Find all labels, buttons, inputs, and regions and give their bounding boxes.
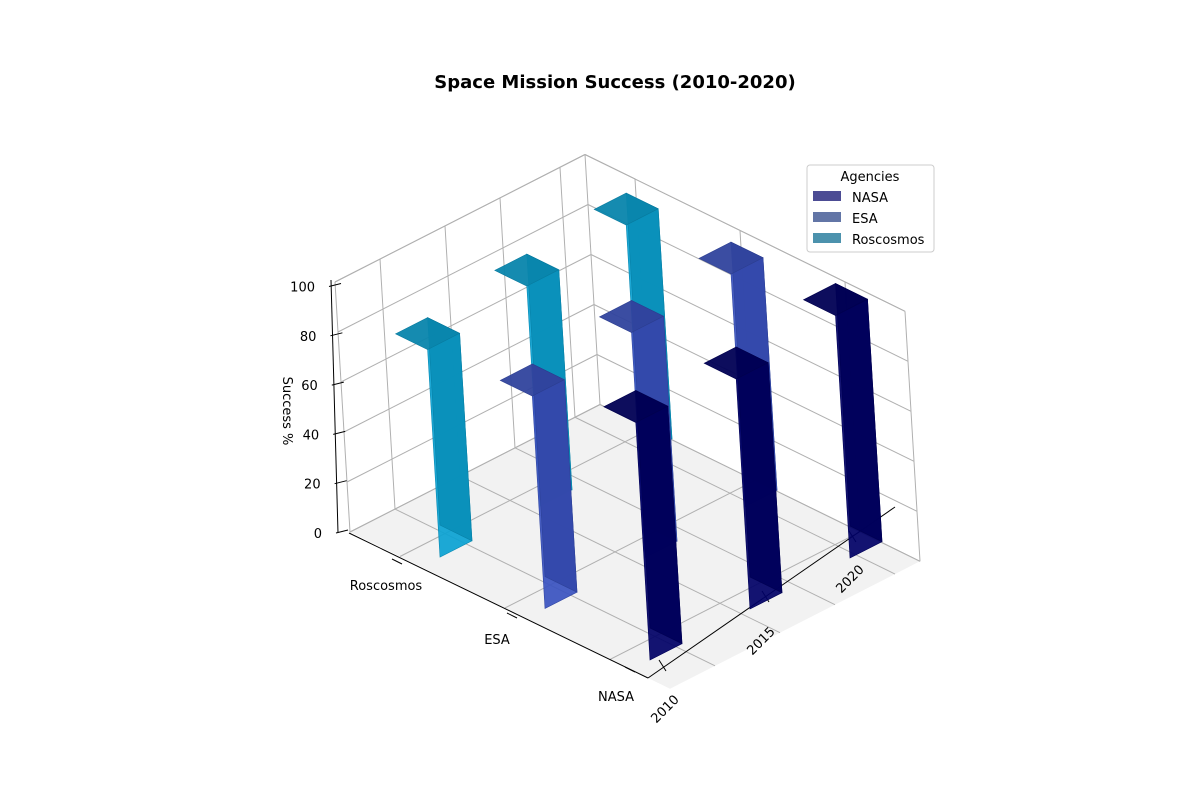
axis-panes xyxy=(335,154,920,689)
pane-edge xyxy=(584,154,906,312)
bar-face-top xyxy=(494,253,560,287)
legend-label-esa: ESA xyxy=(852,212,878,227)
z-tick-label: 60 xyxy=(301,379,318,394)
bar-face-top xyxy=(499,363,565,397)
bars xyxy=(394,192,883,661)
bar-face-top xyxy=(703,346,769,380)
agency-axis-tick xyxy=(391,558,403,565)
z-axis-line xyxy=(330,279,339,534)
pane-edge xyxy=(334,281,351,533)
grid-line-back-v xyxy=(379,259,396,510)
z-axis-tick xyxy=(333,430,346,435)
legend-label-nasa: NASA xyxy=(852,191,888,206)
legend-label-roscosmos: Roscosmos xyxy=(852,233,925,248)
legend-swatch-nasa xyxy=(813,191,841,201)
agency-axis-tick xyxy=(506,612,518,619)
bar-face-top xyxy=(802,283,869,316)
z-axis-tick xyxy=(331,381,344,386)
legend-swatch-roscosmos xyxy=(813,233,841,243)
bar-esa-2010 xyxy=(499,363,578,609)
chart-title: Space Mission Success (2010-2020) xyxy=(434,72,795,93)
bar-face-top xyxy=(394,317,461,350)
agency-axis-tick xyxy=(624,666,636,673)
pane-edge xyxy=(584,154,601,405)
agency-axis-line xyxy=(348,532,649,679)
legend-swatch-esa xyxy=(813,212,841,222)
grid-line-back-h xyxy=(337,204,589,333)
bar-nasa-2015 xyxy=(703,346,783,610)
z-axis-tick xyxy=(334,480,347,485)
z-axis-tick xyxy=(328,283,342,287)
year-axis-tick xyxy=(658,659,667,672)
floor-pane xyxy=(350,404,920,689)
z-axis-label: Success % xyxy=(279,377,294,446)
bar-face-top xyxy=(593,192,659,226)
bar-nasa-2010 xyxy=(603,390,683,661)
legend-frame xyxy=(806,164,935,253)
pane-edge xyxy=(904,311,921,562)
bar-roscosmos-2010 xyxy=(394,317,473,558)
legend-title: Agencies xyxy=(841,170,900,185)
legend: Agencies NASA ESA Roscosmos xyxy=(806,164,935,253)
z-axis-tick xyxy=(330,332,343,337)
bar-face-top xyxy=(603,390,669,423)
z-tick-label: 0 xyxy=(314,527,322,542)
bar-face-top xyxy=(598,300,665,333)
grid-line-back-v xyxy=(499,197,516,448)
agency-tick-label: Roscosmos xyxy=(350,579,423,594)
grid-line-back-v xyxy=(559,167,576,418)
z-axis-tick xyxy=(335,529,349,534)
pane-edge xyxy=(334,154,586,283)
grid-line-floor-x xyxy=(574,416,896,575)
grid-line-floor-x xyxy=(459,475,781,634)
bar-face-top xyxy=(698,241,764,275)
z-tick-label: 20 xyxy=(304,478,321,493)
agency-tick-label: NASA xyxy=(598,690,634,705)
agency-tick-label: ESA xyxy=(484,633,510,648)
z-tick-label: 80 xyxy=(300,330,317,345)
z-tick-label: 40 xyxy=(303,428,320,443)
back-pane xyxy=(335,154,600,532)
year-tick-label: 2010 xyxy=(649,693,683,727)
bar-nasa-2020 xyxy=(802,283,883,559)
z-tick-label: 100 xyxy=(290,281,315,296)
